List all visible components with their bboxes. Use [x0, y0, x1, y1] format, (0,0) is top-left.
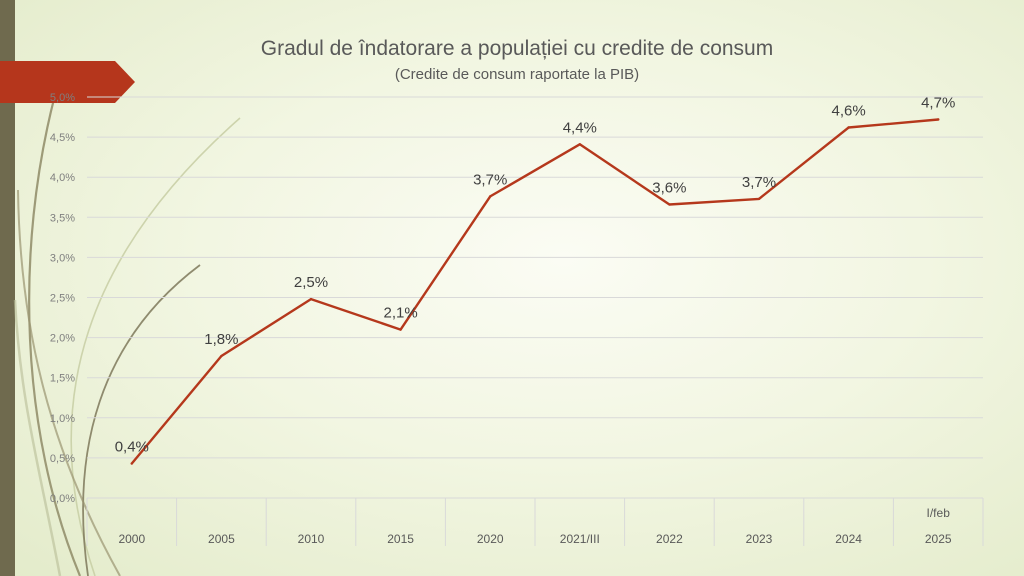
- x-tick-label: 2000: [118, 532, 145, 546]
- x-tick-label: I/feb: [927, 506, 951, 520]
- gridlines: [86, 96, 984, 546]
- x-tick-label: 2020: [477, 532, 504, 546]
- y-tick-label: 0,0%: [50, 493, 75, 505]
- x-tick-label: 2015: [387, 532, 414, 546]
- data-point: [578, 143, 581, 146]
- data-point: [847, 126, 850, 129]
- x-tick-label: 2024: [835, 532, 862, 546]
- data-label: 3,6%: [652, 179, 686, 196]
- chart-title: Gradul de îndatorare a populației cu cre…: [261, 37, 773, 60]
- data-labels: 0,4% 1,8% 2,5% 2,1% 3,7% 4,4% 3,6% 3,7% 4,6% 4,7%: [115, 94, 956, 455]
- x-tick-label: 2023: [746, 532, 773, 546]
- data-label: 3,7%: [742, 174, 776, 191]
- data-label: 2,1%: [383, 305, 417, 322]
- decor-curve-4: [17, 189, 121, 576]
- x-axis-ticks: 2000 2005 2010 2015 2020 2021/III 2022 2023 2024…: [118, 506, 951, 546]
- x-tick-label: 2022: [656, 532, 683, 546]
- y-tick-label: 4,5%: [50, 132, 75, 144]
- y-tick-label: 2,5%: [50, 293, 75, 305]
- decor-curve-2: [70, 117, 241, 576]
- y-tick-label: 2,0%: [50, 333, 75, 345]
- data-point: [668, 203, 671, 206]
- y-tick-label: 5,0%: [50, 92, 75, 104]
- decor-curve-5: [13, 299, 62, 576]
- left-accent-bar: [0, 0, 15, 576]
- data-label: 2,5%: [294, 274, 328, 291]
- data-point: [130, 462, 133, 465]
- y-tick-label: 3,0%: [50, 252, 75, 264]
- data-label: 4,7%: [921, 94, 955, 111]
- data-point: [220, 354, 223, 358]
- x-tick-label: 2025: [925, 532, 952, 546]
- decor-curve-3: [82, 264, 201, 576]
- data-label: 4,6%: [831, 102, 865, 119]
- y-tick-label: 1,5%: [50, 373, 75, 385]
- x-tick-label: 2010: [298, 532, 325, 546]
- y-tick-label: 1,0%: [50, 413, 75, 425]
- data-point: [757, 197, 761, 201]
- y-tick-label: 3,5%: [50, 212, 75, 224]
- data-label: 1,8%: [204, 331, 238, 348]
- data-point: [937, 118, 940, 121]
- data-point: [399, 328, 402, 331]
- data-point: [309, 297, 313, 301]
- y-axis-ticks: 0,0% 0,5% 1,0% 1,5% 2,0% 2,5% 3,0% 3,5% 4,0% 4,5%…: [50, 92, 75, 505]
- chart-subtitle: (Credite de consum raportate la PIB): [395, 66, 639, 83]
- data-label: 0,4%: [115, 439, 149, 456]
- series-layer: [130, 118, 940, 465]
- data-label: 3,7%: [473, 171, 507, 188]
- decor-curve-1: [28, 94, 82, 576]
- x-tick-label: 2021/III: [560, 532, 600, 546]
- red-arrow-banner: [0, 61, 135, 103]
- y-tick-label: 0,5%: [50, 453, 75, 465]
- y-tick-label: 4,0%: [50, 172, 75, 184]
- x-tick-label: 2005: [208, 532, 235, 546]
- data-point: [489, 195, 492, 198]
- data-label: 4,4%: [563, 119, 597, 136]
- series-line: [130, 118, 940, 465]
